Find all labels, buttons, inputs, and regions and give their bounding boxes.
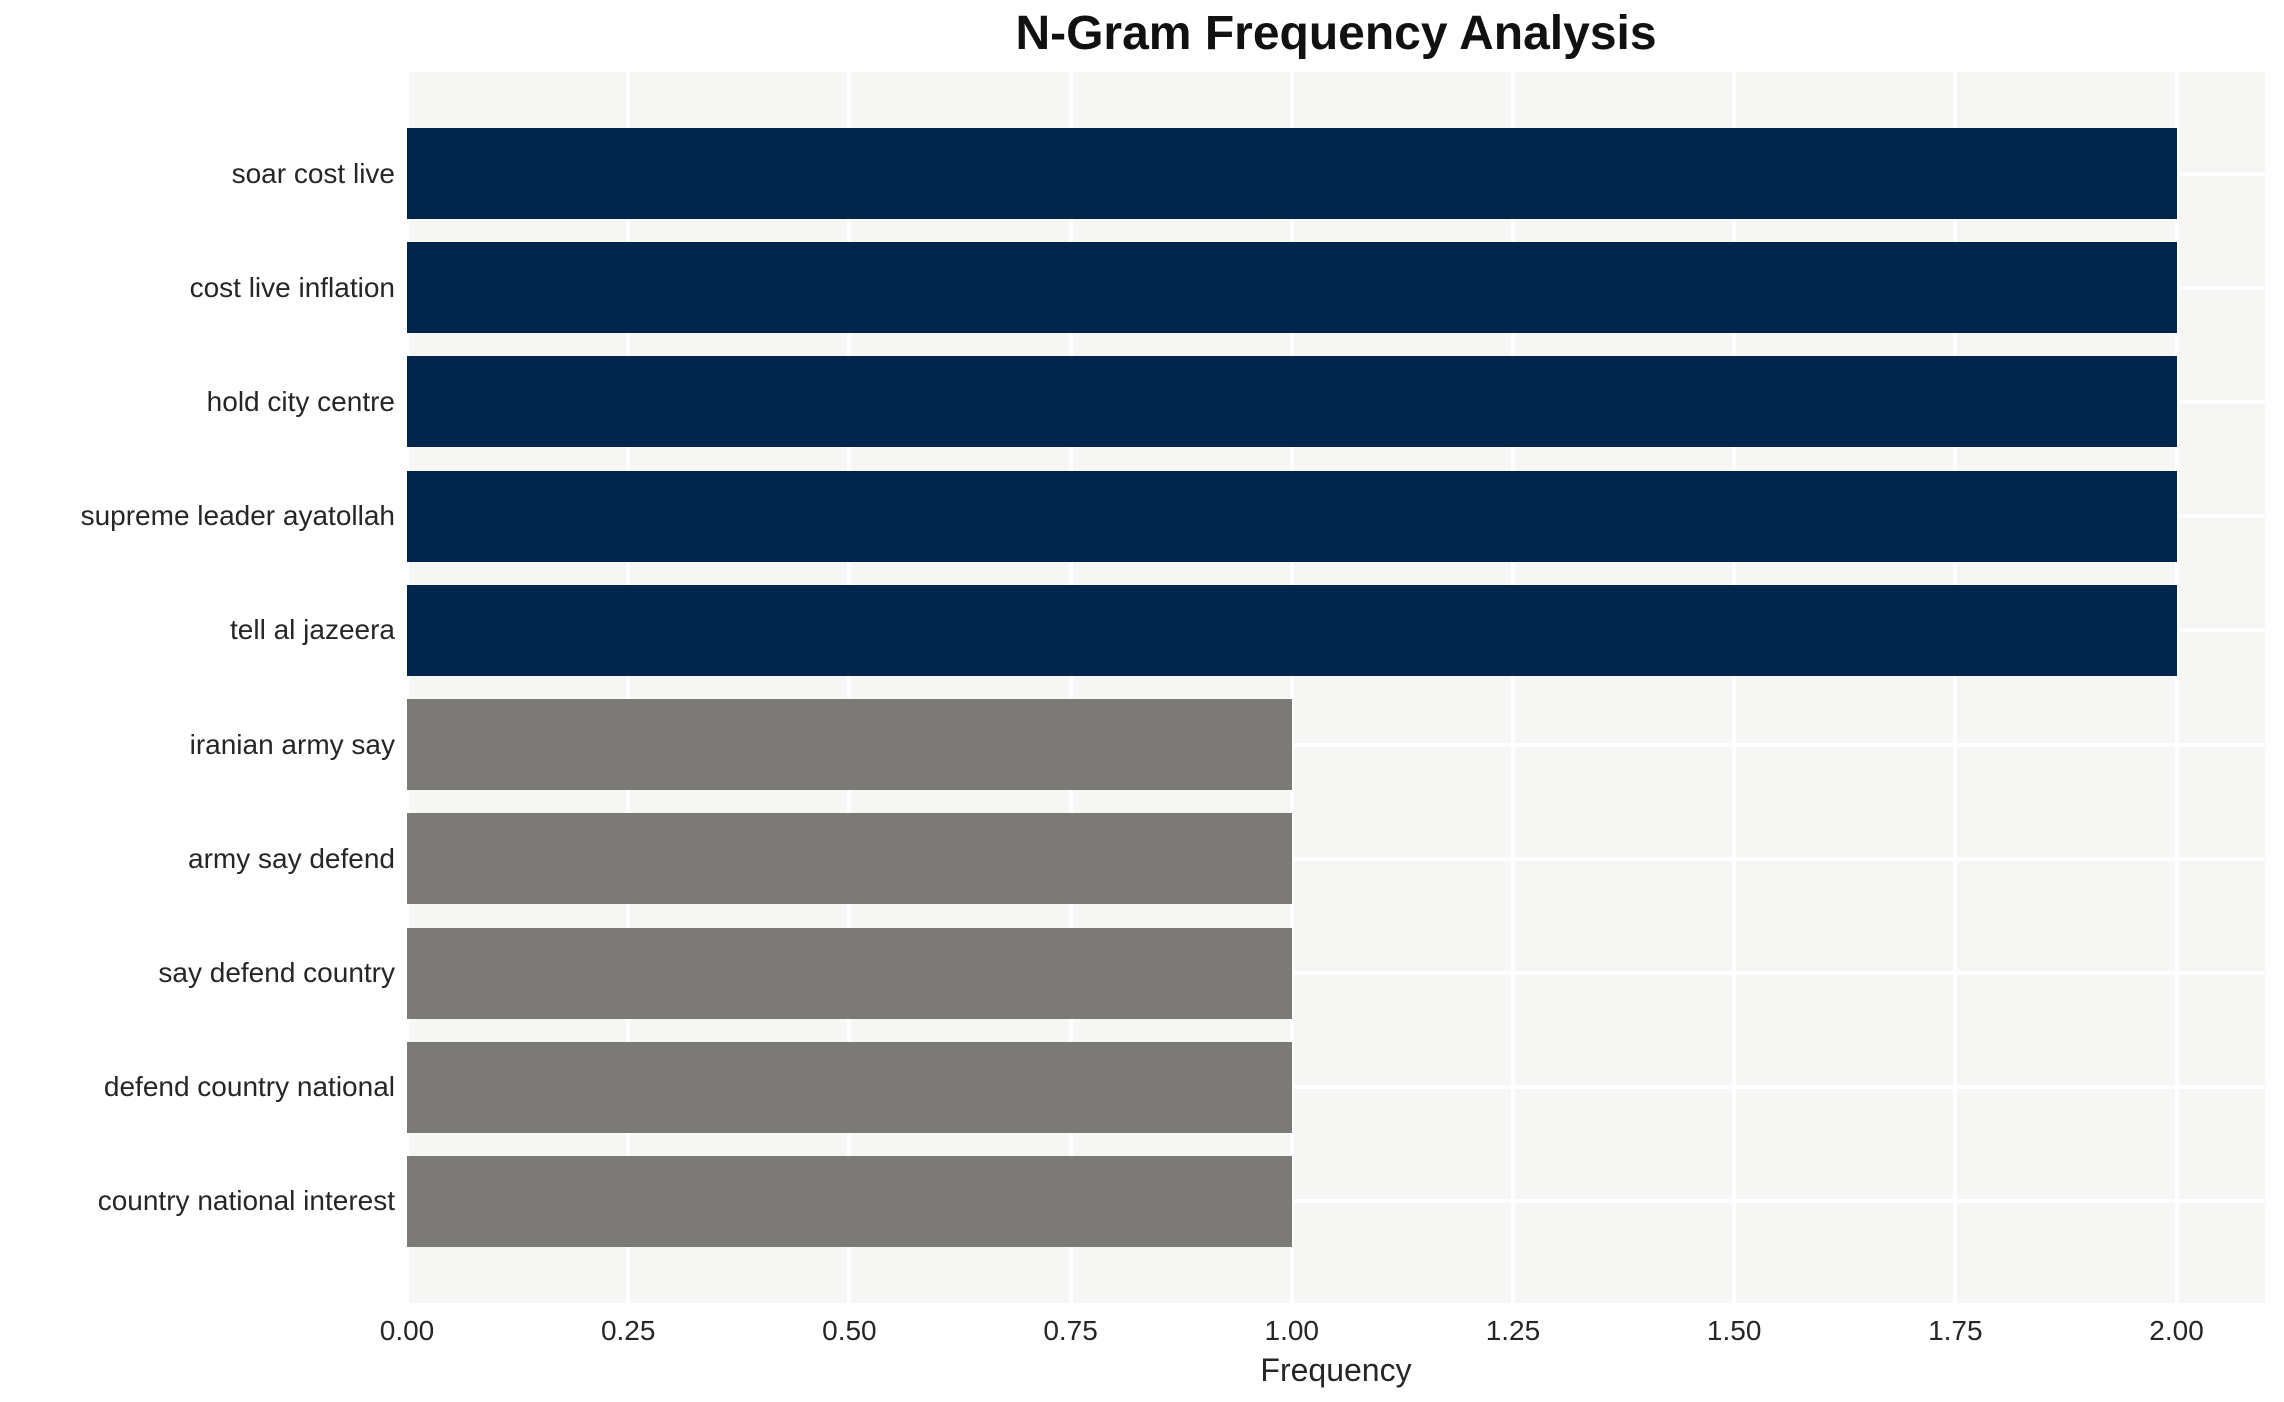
y-tick-label: iranian army say: [189, 728, 395, 760]
gridline-vertical: [1510, 72, 1515, 1303]
gridline-vertical: [1068, 72, 1073, 1303]
x-tick-label: 1.75: [1928, 1315, 1983, 1346]
x-tick-label: 1.00: [1264, 1315, 1320, 1346]
plot-area: [405, 72, 2265, 1303]
gridline-vertical: [1289, 72, 1294, 1303]
bar: [407, 1155, 1292, 1247]
gridline-horizontal: [407, 742, 2265, 747]
y-tick-label: say defend country: [158, 957, 395, 989]
bar: [407, 356, 2177, 448]
y-tick-label: defend country national: [103, 1071, 395, 1103]
gridline-vertical: [626, 72, 631, 1303]
x-tick-label: 0.25: [600, 1315, 656, 1346]
x-tick-label: 0.50: [822, 1315, 877, 1346]
x-tick-label: 2.00: [2149, 1315, 2204, 1346]
gridline-vertical: [1732, 72, 1737, 1303]
y-tick-label: country national interest: [97, 1185, 395, 1217]
bar: [407, 1041, 1292, 1133]
bar: [407, 128, 2177, 219]
bar: [407, 584, 2177, 676]
gridline-horizontal: [407, 971, 2265, 976]
gridline-vertical: [1953, 72, 1958, 1303]
x-tick-label: 1.50: [1706, 1315, 1762, 1346]
x-tick-label: 0.75: [1043, 1315, 1098, 1346]
gridline-vertical: [405, 72, 409, 1303]
bar: [407, 242, 2177, 334]
x-axis-label: Frequency: [1260, 1352, 1412, 1388]
gridline-horizontal: [407, 1085, 2265, 1090]
bar: [407, 470, 2177, 562]
y-tick-label: army say defend: [188, 842, 395, 874]
chart-title: N-Gram Frequency Analysis: [1015, 7, 1657, 60]
x-tick-label: 0.00: [379, 1315, 435, 1346]
y-tick-label: cost live inflation: [189, 271, 395, 303]
x-tick-label: 1.25: [1485, 1315, 1541, 1346]
gridline-vertical: [847, 72, 852, 1303]
y-tick-label: soar cost live: [231, 157, 395, 189]
y-tick-label: supreme leader ayatollah: [80, 500, 395, 532]
bar: [407, 699, 1292, 791]
gridline-vertical: [2174, 72, 2179, 1303]
bar: [407, 927, 1292, 1019]
y-tick-label: tell al jazeera: [230, 614, 395, 646]
gridline-horizontal: [407, 1199, 2265, 1204]
y-tick-label: hold city centre: [206, 385, 395, 417]
bar: [407, 813, 1292, 905]
gridline-horizontal: [407, 856, 2265, 861]
